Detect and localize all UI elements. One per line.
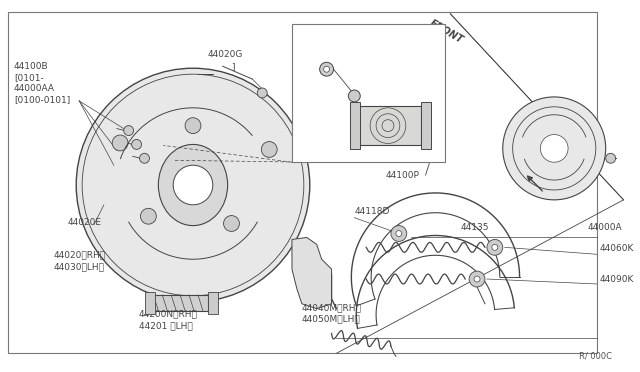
Circle shape [185,118,201,134]
Text: 44020E: 44020E [67,218,101,227]
Text: 44000A: 44000A [588,222,623,231]
Circle shape [487,240,503,255]
Circle shape [348,90,360,102]
Text: 44020〈RH〉: 44020〈RH〉 [54,250,106,259]
Text: 44020G: 44020G [208,50,243,60]
Circle shape [503,97,605,200]
Circle shape [140,153,150,163]
Text: 44060K: 44060K [600,244,634,253]
Text: 44100B: 44100B [14,62,49,71]
Text: 44050M〈LH〉: 44050M〈LH〉 [302,315,360,324]
Text: 44090K: 44090K [600,275,634,284]
Polygon shape [292,237,332,309]
Circle shape [141,208,156,224]
Circle shape [492,244,498,250]
Circle shape [173,165,212,205]
Circle shape [132,140,141,150]
Text: 44040M〈RH〉: 44040M〈RH〉 [302,304,362,313]
Text: 44100P: 44100P [386,171,420,180]
Text: 44000AA: 44000AA [14,84,55,93]
Bar [208,292,218,314]
Circle shape [605,153,616,163]
Text: 44201 〈LH〉: 44201 〈LH〉 [138,321,192,330]
Text: 44129: 44129 [305,25,333,33]
Circle shape [261,141,277,157]
Text: 44128: 44128 [324,36,353,45]
Bar [350,102,360,150]
Bar [292,24,445,162]
Circle shape [324,66,330,72]
Bar [145,292,156,314]
Text: 44200N〈RH〉: 44200N〈RH〉 [138,310,197,319]
Bar [356,106,420,145]
Text: 44030〈LH〉: 44030〈LH〉 [54,262,104,271]
Circle shape [469,271,485,287]
Circle shape [474,276,480,282]
Bar [420,102,431,150]
Ellipse shape [158,144,228,225]
Text: 44135: 44135 [460,222,489,231]
Text: [0101-: [0101- [14,73,44,82]
Circle shape [391,225,407,241]
Text: ]: ] [232,62,235,71]
Circle shape [112,135,128,151]
Circle shape [223,216,239,231]
Circle shape [76,68,310,302]
Circle shape [319,62,333,76]
Text: [0100-0101]: [0100-0101] [14,95,70,104]
Circle shape [124,126,134,135]
Circle shape [540,135,568,162]
Text: 44118D: 44118D [355,207,390,216]
Text: R/ 000C: R/ 000C [579,351,612,360]
Text: FRONT: FRONT [428,18,465,45]
Circle shape [396,231,402,237]
Circle shape [257,88,268,98]
Bar [154,295,208,311]
